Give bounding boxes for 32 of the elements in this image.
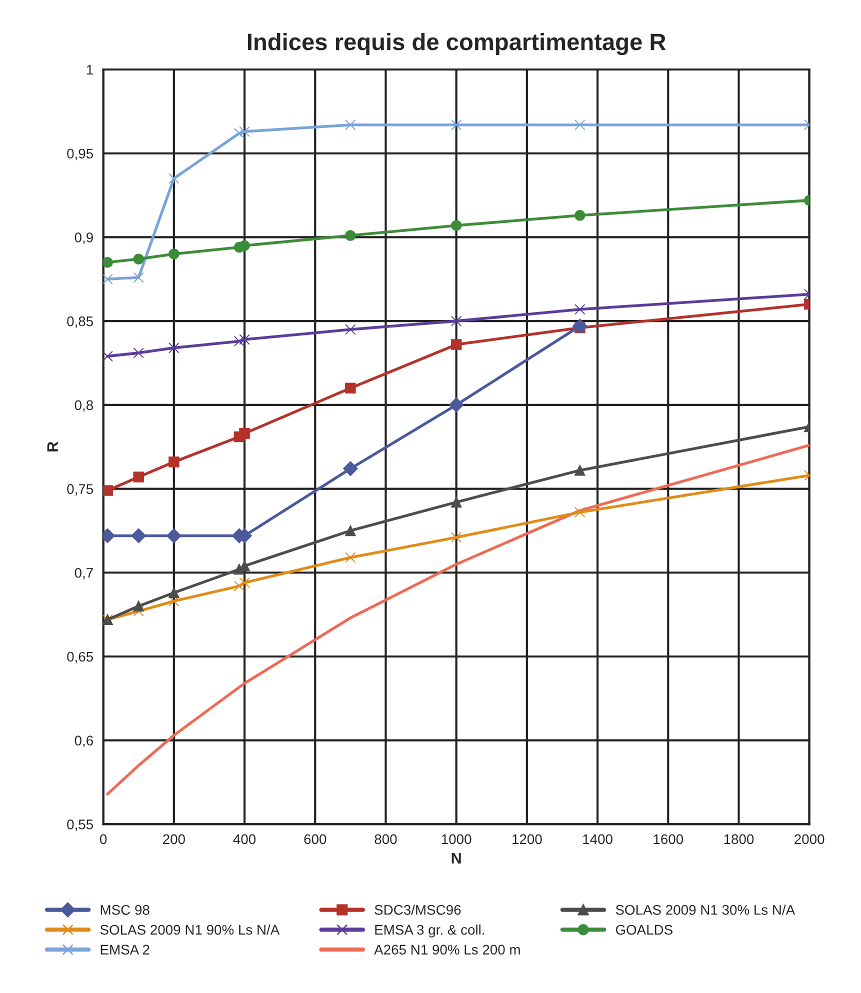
y-tick-label: 0,65: [67, 652, 94, 664]
x-tick-label: 600: [304, 834, 326, 844]
legend-label: MSC 98: [100, 904, 150, 915]
x-tick-label: 1200: [512, 834, 542, 844]
x-tick-label: 1800: [724, 834, 754, 844]
y-tick-label: 0,55: [67, 820, 94, 831]
y-tick-label: 0,8: [74, 400, 93, 412]
y-tick-label: 0,7: [74, 568, 93, 580]
legend-label: A265 N1 90% Ls 200 m: [374, 944, 520, 955]
x-tick-label: 1400: [583, 834, 612, 844]
y-tick-label: 0,75: [67, 484, 94, 496]
y-tick-label: 0,9: [74, 232, 93, 244]
chart-title: Indices requis de compartimentage R: [248, 32, 666, 56]
x-tick-label: 800: [374, 834, 397, 844]
legend-label: EMSA 2: [100, 944, 150, 955]
y-tick-label: 1: [86, 64, 93, 75]
x-tick-label: 2000: [794, 834, 824, 844]
legend-label: SOLAS 2009 N1 90% Ls N/A: [100, 924, 280, 935]
legend-label: EMSA 3 gr. & coll.: [375, 924, 484, 938]
x-tick-label: 200: [163, 834, 185, 844]
y-axis-title: R: [47, 442, 58, 452]
x-tick-label: 1000: [442, 834, 472, 844]
legend-label: SOLAS 2009 N1 30% Ls N/A: [616, 904, 796, 915]
x-tick-label: 0: [100, 834, 107, 844]
y-tick-label: 0,95: [67, 148, 94, 160]
y-tick-label: 0,6: [74, 736, 93, 748]
legend-label: GOALDS: [616, 924, 672, 935]
legend-label: SDC3/MSC96: [374, 904, 461, 915]
x-axis-title: N: [452, 852, 461, 864]
x-tick-label: 1600: [654, 834, 684, 844]
x-tick-label: 400: [233, 834, 256, 844]
y-tick-label: 0,85: [67, 316, 94, 328]
